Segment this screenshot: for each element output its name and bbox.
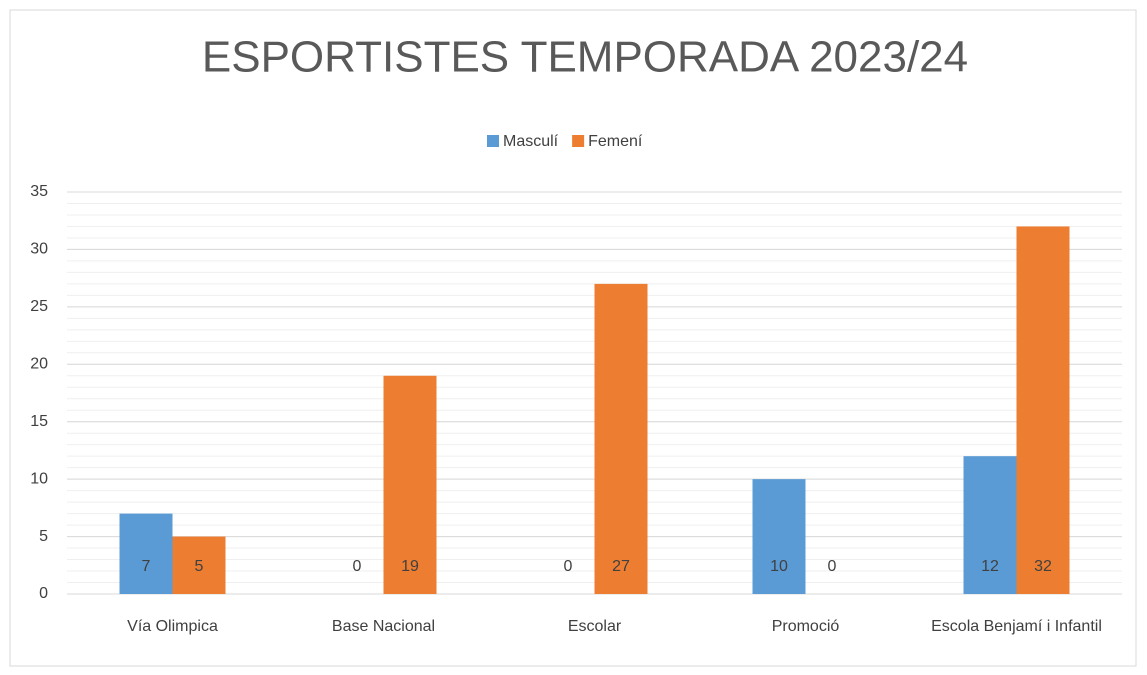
bar: [752, 479, 806, 594]
y-tick-label: 15: [30, 413, 48, 430]
bar: [119, 513, 173, 594]
y-tick-label: 25: [30, 298, 48, 315]
bar: [383, 375, 437, 594]
y-tick-label: 35: [30, 183, 48, 200]
x-tick-label: Promoció: [772, 618, 840, 635]
data-label: 0: [564, 558, 573, 575]
data-label: 27: [612, 558, 630, 575]
x-tick-label: Vía Olimpica: [127, 618, 218, 635]
legend-swatch: [487, 135, 499, 147]
legend-swatch: [572, 135, 585, 147]
y-tick-label: 20: [30, 356, 48, 373]
data-label: 7: [142, 558, 151, 575]
bar: [1016, 226, 1070, 594]
bar: [172, 536, 226, 594]
legend-label: Masculí: [503, 133, 559, 150]
y-tick-label: 0: [39, 585, 48, 602]
data-label: 5: [195, 558, 204, 575]
data-label: 12: [981, 558, 999, 575]
y-tick-label: 10: [30, 470, 48, 487]
data-label: 10: [770, 558, 788, 575]
x-tick-label: Escolar: [568, 618, 622, 635]
bar: [594, 283, 648, 594]
data-label: 0: [828, 558, 837, 575]
y-tick-label: 30: [30, 241, 48, 258]
chart-title: ESPORTISTES TEMPORADA 2023/24: [202, 33, 968, 82]
y-tick-label: 5: [39, 528, 48, 545]
data-label: 19: [401, 558, 419, 575]
x-tick-label: Escola Benjamí i Infantil: [931, 618, 1102, 635]
legend-label: Femení: [588, 133, 643, 150]
bar: [963, 456, 1017, 594]
data-label: 0: [353, 558, 362, 575]
data-label: 32: [1034, 558, 1052, 575]
x-tick-label: Base Nacional: [332, 618, 435, 635]
